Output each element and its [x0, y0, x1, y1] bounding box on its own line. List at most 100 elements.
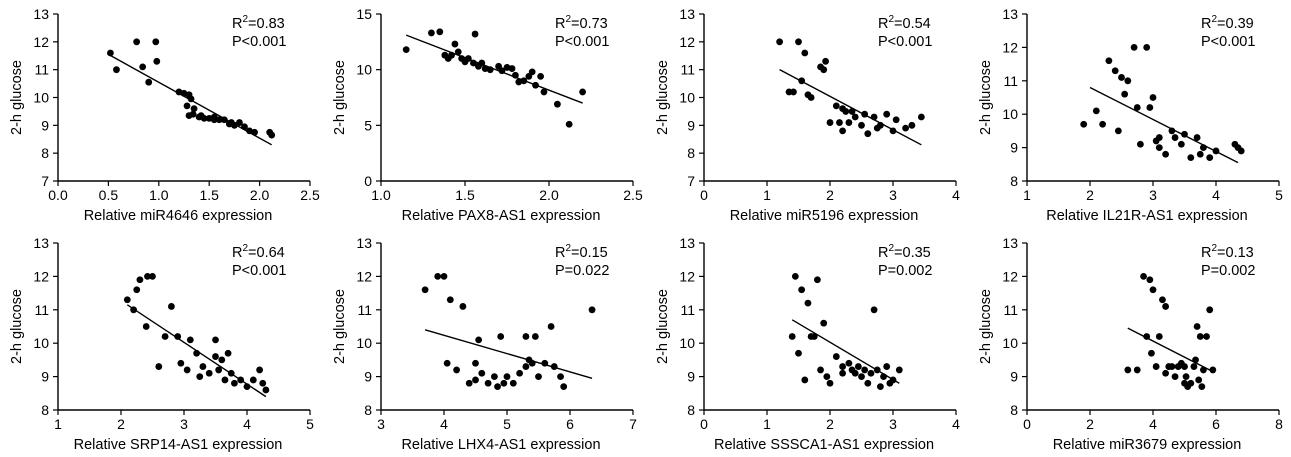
data-point — [532, 81, 539, 89]
scatter-plot-svg: 0.0 0.5 1.0 1.5 2.0 2.5 7 8 9 10 11 12 13 Relative mi… — [9, 6, 320, 224]
scatter-plot-svg: 1.0 1.5 2.0 2.5 0 5 10 15 Relative PAX8-AS1 expr… — [332, 6, 643, 224]
data-point — [144, 273, 151, 280]
y-tick-label: 12 — [356, 268, 372, 284]
data-point — [1195, 376, 1203, 384]
data-point — [153, 57, 161, 65]
p-value-label: P<0.001 — [555, 34, 609, 50]
data-point — [259, 379, 267, 387]
p-value-label: P<0.001 — [878, 34, 932, 50]
data-point — [421, 286, 429, 294]
y-tick-label: 8 — [364, 402, 372, 418]
x-axis-title: Relative miR5196 expression — [730, 208, 919, 224]
r-squared-value: =0.39 — [1217, 16, 1254, 32]
x-tick-label: 2.5 — [300, 187, 320, 203]
r-squared-prefix: R — [878, 245, 888, 261]
data-point — [1168, 363, 1176, 370]
data-point — [187, 95, 195, 103]
x-axis-title: Relative IL21R-AS1 expression — [1046, 208, 1248, 224]
data-point — [826, 119, 834, 126]
scatter-plot-svg: 3 4 5 6 7 8 9 10 11 12 13 Relative LHX4-AS1 express… — [332, 235, 637, 453]
data-point — [1124, 77, 1132, 85]
data-point — [136, 276, 144, 284]
y-tick-label: 8 — [687, 145, 695, 161]
data-point — [1200, 366, 1207, 374]
r-squared-value: =0.83 — [248, 16, 285, 32]
data-point — [861, 366, 869, 374]
data-point — [1200, 144, 1207, 152]
y-axis-title: 2-h glucose — [978, 60, 994, 135]
x-tick-label: 2 — [1086, 416, 1094, 432]
data-point — [1121, 90, 1129, 98]
data-point — [880, 373, 887, 380]
data-point — [1146, 104, 1154, 111]
data-point — [1114, 127, 1122, 135]
x-tick-label: 0 — [1023, 416, 1031, 432]
data-point — [500, 379, 508, 387]
x-tick-label: 4 — [1149, 416, 1157, 432]
y-tick-label: 10 — [1002, 335, 1018, 351]
data-point — [1171, 134, 1179, 141]
data-point — [251, 128, 258, 136]
data-point — [149, 273, 156, 280]
regression-line — [424, 329, 593, 379]
x-tick-label: 0 — [700, 187, 708, 203]
y-tick-label: 11 — [34, 62, 49, 78]
data-point — [448, 51, 455, 59]
data-point — [820, 66, 828, 74]
data-point — [183, 102, 191, 110]
data-point — [1237, 147, 1245, 155]
r-squared-prefix: R — [555, 245, 565, 261]
data-point — [227, 369, 235, 377]
y-tick-label: 9 — [41, 369, 49, 385]
y-tick-label: 10 — [33, 335, 49, 351]
y-axis-title: 2-h glucose — [332, 289, 348, 364]
y-tick-label: 10 — [33, 90, 49, 106]
p-value-label: P=0.002 — [878, 263, 932, 279]
data-point — [1080, 120, 1088, 128]
y-tick-label: 9 — [364, 369, 372, 385]
x-tick-label: 2 — [1086, 187, 1094, 203]
x-tick-label: 4 — [952, 416, 960, 432]
data-point — [1181, 363, 1188, 370]
x-tick-label: 2 — [826, 416, 834, 432]
x-tick-label: 2.0 — [539, 187, 559, 203]
data-point — [161, 333, 169, 340]
r-squared-prefix: R — [1201, 245, 1211, 261]
p-value-label: P<0.001 — [232, 263, 286, 279]
data-point — [174, 333, 182, 340]
data-point — [440, 273, 448, 280]
data-point — [1155, 144, 1163, 152]
data-point — [451, 40, 459, 48]
data-point — [1124, 366, 1132, 374]
y-tick-label: 12 — [33, 268, 49, 284]
data-point — [215, 116, 223, 124]
y-tick-label: 11 — [1003, 73, 1018, 89]
y-tick-label: 13 — [1002, 6, 1018, 22]
data-point — [560, 383, 568, 391]
y-tick-label: 13 — [33, 6, 49, 22]
data-point — [484, 379, 492, 387]
r-squared-prefix: R — [1201, 16, 1211, 32]
data-point — [1133, 366, 1141, 374]
x-tick-label: 3 — [889, 416, 897, 432]
data-point — [1118, 74, 1125, 81]
data-point — [817, 366, 824, 374]
x-tick-label: 0 — [700, 416, 708, 432]
data-point — [241, 123, 248, 131]
data-point — [858, 373, 865, 380]
data-point — [854, 363, 862, 370]
data-point — [839, 105, 846, 113]
data-point — [1196, 333, 1204, 340]
x-tick-label: 4 — [440, 416, 448, 432]
data-point — [212, 353, 219, 360]
data-point — [801, 49, 809, 57]
data-point — [1162, 303, 1169, 310]
x-tick-label: 3 — [889, 187, 897, 203]
scatter-panel-2: 1.0 1.5 2.0 2.5 0 5 10 15 Relative PAX8-AS1 expr… — [323, 0, 645, 228]
data-point — [145, 78, 153, 86]
data-point — [465, 379, 473, 387]
y-tick-label: 7 — [41, 173, 49, 189]
data-point — [826, 379, 834, 387]
x-tick-label: 3 — [180, 416, 188, 432]
data-point — [839, 363, 846, 370]
